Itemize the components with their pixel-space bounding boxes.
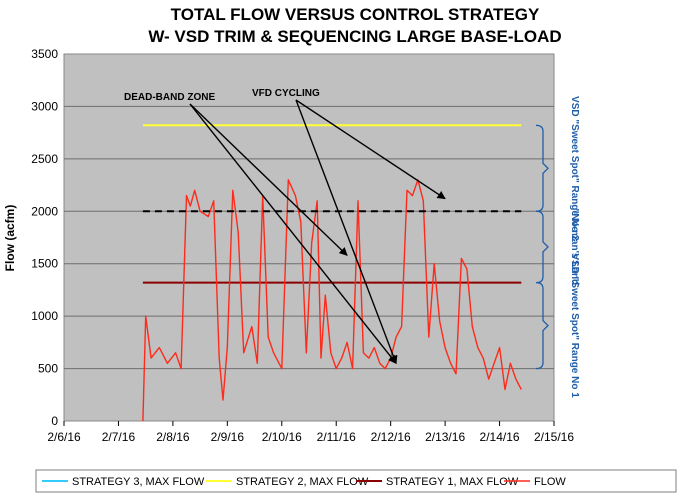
zone-bracket-1 [535,210,549,284]
legend: STRATEGY 3, MAX FLOW STRATEGY 2, MAX FLOW… [42,476,566,488]
annotation-label-0: DEAD-BAND ZONE [124,92,215,103]
y-tick-label-2: 1000 [31,309,58,323]
y-tick-label-5: 2500 [31,152,58,166]
zone-bracket-0 [535,124,549,212]
zone-label-0: VSD "Sweet Spot" Range No 2 [569,96,580,241]
annotations: DEAD-BAND ZONE VFD CYCLING [124,88,446,365]
x-tick-label-8: 2/14/16 [480,430,520,444]
annotation-arrow-1-0 [295,99,446,200]
annotation-label-1: VFD CYCLING [252,88,320,99]
zone-brackets: VSD "Sweet Spot" Range No 2"No-man's Lan… [535,96,580,398]
plot-area [63,53,555,422]
legend-label-1: STRATEGY 2, MAX FLOW [236,476,369,488]
y-tick-label-0: 0 [51,414,58,428]
zone-label-2: VSD "Sweet Spot" Range No 1 [569,253,580,398]
y-axis-ticks: 0 500 1000 1500 2000 2500 3000 3500 [31,47,58,428]
zone-bracket-2 [535,281,549,370]
x-tick-label-1: 2/7/16 [102,430,136,444]
y-tick-label-3: 1500 [31,257,58,271]
x-tick-label-7: 2/13/16 [425,430,465,444]
x-tick-label-2: 2/8/16 [156,430,190,444]
zone-label-1: "No-man's Land [569,209,580,286]
x-tick-label-0: 2/6/16 [47,430,81,444]
series-line-3 [142,179,522,422]
annotation-arrow-1-1 [295,99,398,365]
x-tick-label-4: 2/10/16 [262,430,302,444]
annotation-arrow-0-0 [189,103,348,256]
y-tick-label-7: 3500 [31,47,58,61]
x-tick-label-9: 2/15/16 [534,430,574,444]
annotation-arrow-0-1 [189,103,397,364]
legend-label-3: FLOW [534,476,566,488]
y-tick-label-4: 2000 [31,204,58,218]
y-tick-label-1: 500 [38,362,58,376]
chart-title: TOTAL FLOW VERSUS CONTROL STRATEGY [171,5,540,24]
y-axis-label: Flow (acfm) [3,205,17,272]
legend-label-0: STRATEGY 3, MAX FLOW [72,476,205,488]
chart-subtitle: W- VSD TRIM & SEQUENCING LARGE BASE-LOAD [148,27,561,46]
y-tick-label-6: 3000 [31,99,58,113]
x-tick-label-6: 2/12/16 [371,430,411,444]
legend-label-2: STRATEGY 1, MAX FLOW [386,476,519,488]
x-tick-label-5: 2/11/16 [317,430,356,444]
x-tick-label-3: 2/9/16 [211,430,245,444]
x-axis-ticks: 2/6/16 2/7/16 2/8/16 2/9/16 2/10/16 2/11/16 2/… [47,421,574,444]
